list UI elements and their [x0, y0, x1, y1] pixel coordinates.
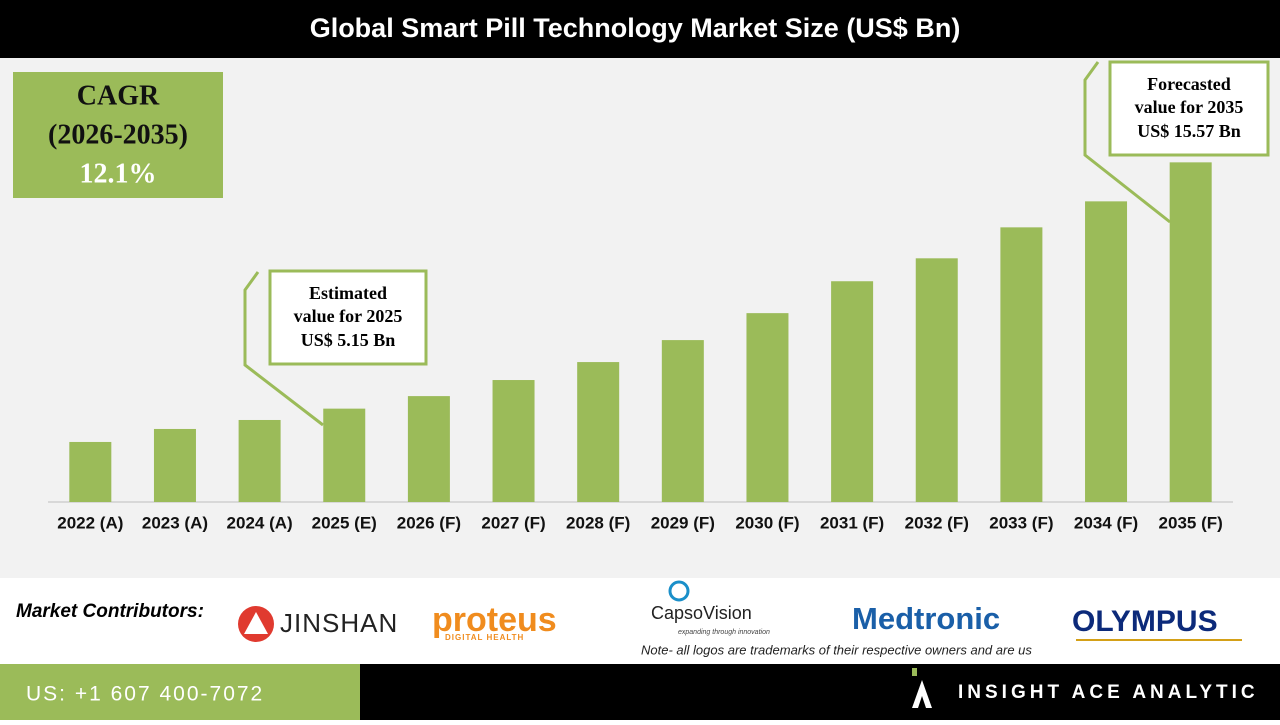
- note: Note- all logos are trademarks of their …: [641, 642, 1032, 657]
- logo: CapsoVision: [651, 603, 752, 623]
- x-tick-label: 2028 (F): [566, 513, 630, 532]
- bar: [831, 281, 874, 502]
- x-tick-label: 2030 (F): [735, 513, 799, 532]
- logo: expanding through innovation: [678, 629, 770, 636]
- logo: JINSHAN: [280, 608, 398, 638]
- cagr-value: 12.1%: [80, 158, 157, 189]
- callout-box: [1108, 60, 1270, 157]
- x-tick-label: 2022 (A): [57, 513, 123, 532]
- bar: [69, 441, 112, 502]
- bar: [407, 396, 450, 502]
- callout-text: US$ 5.15 Bn: [301, 330, 396, 350]
- bar: [661, 340, 704, 502]
- callout-text: Estimated: [309, 283, 387, 303]
- x-tick-label: 2026 (F): [397, 513, 461, 532]
- x-tick-label: 2029 (F): [651, 513, 715, 532]
- x-tick-label: 2023 (A): [142, 513, 208, 532]
- x-tick-label: 2031 (F): [820, 513, 884, 532]
- footer-phone-box: [0, 664, 360, 720]
- logo-icon: [244, 612, 268, 634]
- bar: [1085, 201, 1128, 502]
- callout-line: [1083, 61, 1171, 224]
- x-tick-label: 2033 (F): [989, 513, 1053, 532]
- bar: [746, 313, 789, 502]
- title-bar: [0, 0, 1280, 58]
- logo: proteus: [432, 601, 557, 639]
- cagr-period: (2026-2035): [48, 119, 188, 150]
- logo: Medtronic: [852, 601, 1000, 636]
- callout-box: [268, 269, 428, 366]
- cagr-box: [13, 72, 223, 198]
- callout-text: Forecasted: [1147, 74, 1231, 94]
- phone: US: +1 607 400-7072: [26, 683, 264, 706]
- brand-icon: [912, 668, 917, 676]
- bar: [492, 380, 535, 502]
- x-tick-label: 2025 (E): [312, 513, 377, 532]
- x-tick-label: 2035 (F): [1159, 513, 1223, 532]
- chart-title: Global Smart Pill Technology Market Size…: [310, 13, 961, 43]
- bar: [915, 258, 958, 502]
- bar: [238, 419, 281, 502]
- logo: OLYMPUS: [1072, 605, 1218, 638]
- x-tick-label: 2034 (F): [1074, 513, 1138, 532]
- callout-text: US$ 15.57 Bn: [1137, 121, 1241, 141]
- x-tick-label: 2032 (F): [905, 513, 969, 532]
- contributors-label: Market Contributors:: [16, 601, 204, 622]
- brand-icon: [912, 680, 932, 708]
- logo-icon: [668, 580, 690, 602]
- callout-text: value for 2035: [1135, 97, 1244, 117]
- x-tick-label: 2024 (A): [227, 513, 293, 532]
- bar: [323, 408, 366, 502]
- x-tick-label: 2027 (F): [481, 513, 545, 532]
- bar: [153, 428, 196, 502]
- bar: [1000, 227, 1043, 502]
- logo: DIGITAL HEALTH: [445, 633, 524, 642]
- bar: [577, 362, 620, 502]
- bar: [1169, 162, 1212, 502]
- callout-text: value for 2025: [294, 306, 403, 326]
- cagr-label: CAGR: [77, 80, 160, 111]
- callout-line: [243, 271, 324, 427]
- brand: INSIGHT ACE ANALYTIC: [958, 682, 1259, 703]
